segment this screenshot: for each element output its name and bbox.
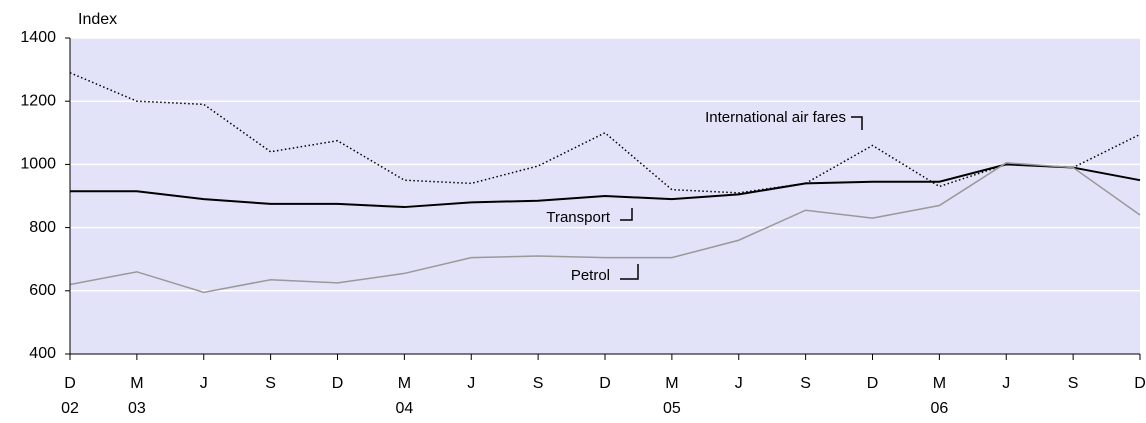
x-tick-label: S: [1068, 375, 1079, 392]
series-label: Petrol: [571, 267, 610, 284]
year-label: 03: [128, 400, 146, 417]
leader: [851, 116, 863, 130]
x-tick-label: M: [398, 375, 411, 392]
year-label: 06: [930, 400, 948, 417]
x-tick-label: J: [200, 375, 208, 392]
x-tick-label: M: [665, 375, 678, 392]
y-tick-label: 600: [29, 282, 56, 299]
x-tick-label: D: [1134, 375, 1146, 392]
x-tick-label: S: [533, 375, 544, 392]
x-tick-label: J: [1002, 375, 1010, 392]
series-label: International air fares: [705, 109, 846, 126]
y-tick-label: 800: [29, 219, 56, 236]
leader: [620, 208, 633, 221]
y-tick-label: 1400: [20, 29, 56, 46]
x-tick-label: J: [735, 375, 743, 392]
x-tick-label: J: [467, 375, 475, 392]
x-tick-label: M: [130, 375, 143, 392]
x-tick-label: D: [867, 375, 879, 392]
x-tick-label: D: [64, 375, 76, 392]
x-tick-label: D: [332, 375, 344, 392]
x-tick-label: S: [265, 375, 276, 392]
year-label: 04: [395, 400, 413, 417]
y-tick-label: 400: [29, 345, 56, 362]
y-axis-label: Index: [78, 11, 117, 28]
series-label: Transport: [546, 209, 610, 226]
x-tick-label: S: [800, 375, 811, 392]
x-tick-label: M: [933, 375, 946, 392]
series-line: [69, 162, 1141, 294]
series-line: [70, 163, 1141, 209]
y-tick-label: 1000: [20, 156, 56, 173]
year-label: 05: [663, 400, 681, 417]
year-label: 02: [61, 400, 79, 417]
y-tick-label: 1200: [20, 92, 56, 109]
leader: [620, 264, 639, 280]
x-tick-label: D: [599, 375, 611, 392]
